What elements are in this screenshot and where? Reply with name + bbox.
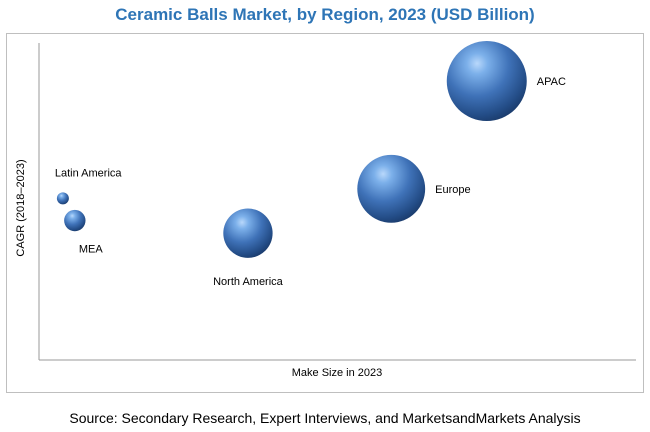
bubble-label-north-america: North America [213, 276, 284, 288]
bubble-label-latin-america: Latin America [55, 167, 123, 179]
bubbles-group [56, 41, 527, 258]
bubble-label-apac: APAC [537, 76, 566, 88]
bubble-label-mea: MEA [79, 244, 104, 256]
source-note: Source: Secondary Research, Expert Inter… [69, 410, 581, 426]
bubble-north-america [223, 208, 273, 258]
x-axis-label: Make Size in 2023 [292, 367, 383, 379]
bubble-latin-america [56, 192, 69, 205]
bubble-mea [64, 209, 86, 232]
chart-frame [6, 33, 644, 393]
bubble-label-europe: Europe [435, 184, 470, 196]
bubble-europe [357, 154, 426, 223]
bubble-apac [446, 41, 527, 122]
bubble-labels-group: Latin America MEA North America Europe APAC [55, 76, 566, 288]
chart-title: Ceramic Balls Market, by Region, 2023 (U… [115, 5, 535, 24]
y-axis-label: CAGR (2018–2023) [15, 159, 27, 256]
